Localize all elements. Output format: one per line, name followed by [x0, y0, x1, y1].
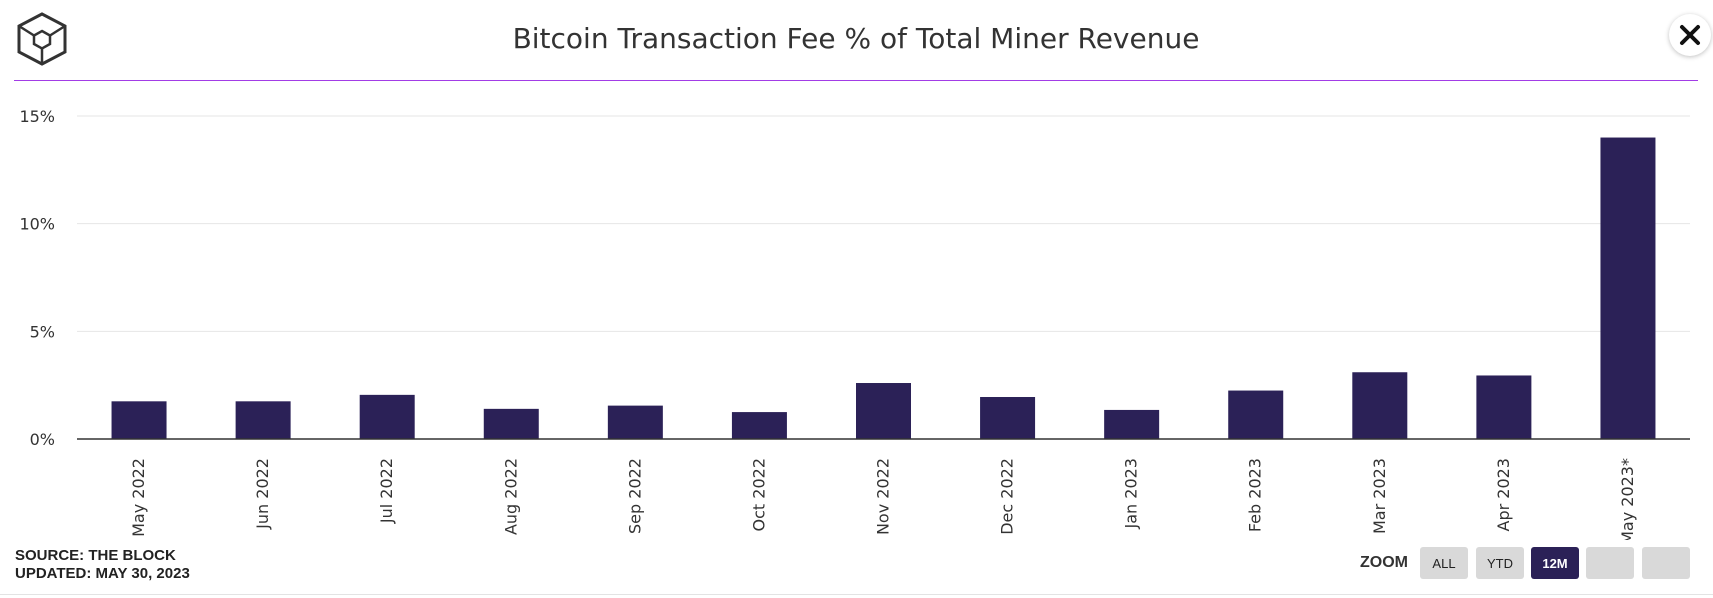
bar[interactable]: [111, 401, 167, 439]
chart-grid: [77, 115, 1690, 332]
source-note: SOURCE: THE BLOCK UPDATED: MAY 30, 2023: [15, 547, 190, 583]
bar[interactable]: [235, 401, 291, 439]
zoom-extra-button-2[interactable]: [1642, 547, 1690, 579]
close-icon: [1680, 25, 1700, 45]
y-tick-label: 15%: [19, 107, 55, 126]
zoom-extra-button-1[interactable]: [1586, 547, 1634, 579]
bar[interactable]: [607, 405, 663, 439]
x-tick-label: Oct 2022: [749, 458, 768, 531]
bar[interactable]: [1476, 375, 1532, 439]
x-tick-label: Mar 2023: [1370, 458, 1389, 534]
zoom-ytd-button[interactable]: YTD: [1476, 547, 1524, 579]
bar[interactable]: [483, 408, 539, 439]
bar[interactable]: [1228, 390, 1284, 439]
bar[interactable]: [980, 397, 1036, 439]
x-tick-label: Dec 2022: [998, 458, 1017, 535]
x-tick-label: Feb 2023: [1246, 458, 1265, 532]
x-tick-label: Aug 2022: [501, 458, 520, 535]
x-tick-label: May 2023*: [1618, 458, 1637, 540]
footer-divider: [0, 594, 1713, 595]
chart-header: Bitcoin Transaction Fee % of Total Miner…: [14, 0, 1711, 81]
x-axis: May 2022 Jun 2022 Jul 2022 Aug 2022 Sep 2022…: [77, 438, 1690, 540]
zoom-label: ZOOM: [1360, 554, 1408, 571]
bar-chart: 0% 5% 10% 15% May 2022 Jun 2022 Jul 2022 Aug 2…: [19, 107, 1690, 540]
y-tick-label: 5%: [30, 322, 55, 341]
bar[interactable]: [856, 383, 911, 439]
x-tick-label: Sep 2022: [625, 458, 644, 534]
bar[interactable]: [731, 412, 787, 439]
zoom-12m-button[interactable]: 12M: [1531, 547, 1579, 579]
x-tick-label: Jan 2023: [1122, 458, 1141, 529]
bar[interactable]: [1600, 137, 1656, 439]
y-tick-label: 0%: [30, 430, 55, 449]
bar[interactable]: [1352, 372, 1408, 439]
close-button[interactable]: [1669, 14, 1711, 56]
y-axis: 0% 5% 10% 15%: [19, 107, 55, 449]
x-tick-label: Apr 2023: [1494, 458, 1513, 531]
x-tick-label: Jun 2022: [253, 458, 272, 530]
bar[interactable]: [359, 394, 415, 439]
chart-title: Bitcoin Transaction Fee % of Total Miner…: [512, 22, 1200, 55]
chart-bars: [111, 137, 1656, 439]
the-block-cube-logo-icon: [17, 12, 67, 66]
zoom-all-button[interactable]: ALL: [1420, 547, 1468, 579]
x-tick-label: May 2022: [129, 458, 148, 537]
source-text: SOURCE: THE BLOCK: [15, 547, 176, 564]
bar[interactable]: [1104, 409, 1160, 439]
y-tick-label: 10%: [19, 215, 55, 234]
x-tick-label: Nov 2022: [874, 458, 893, 535]
x-tick-label: Jul 2022: [377, 458, 396, 524]
updated-text: UPDATED: MAY 30, 2023: [15, 565, 190, 582]
